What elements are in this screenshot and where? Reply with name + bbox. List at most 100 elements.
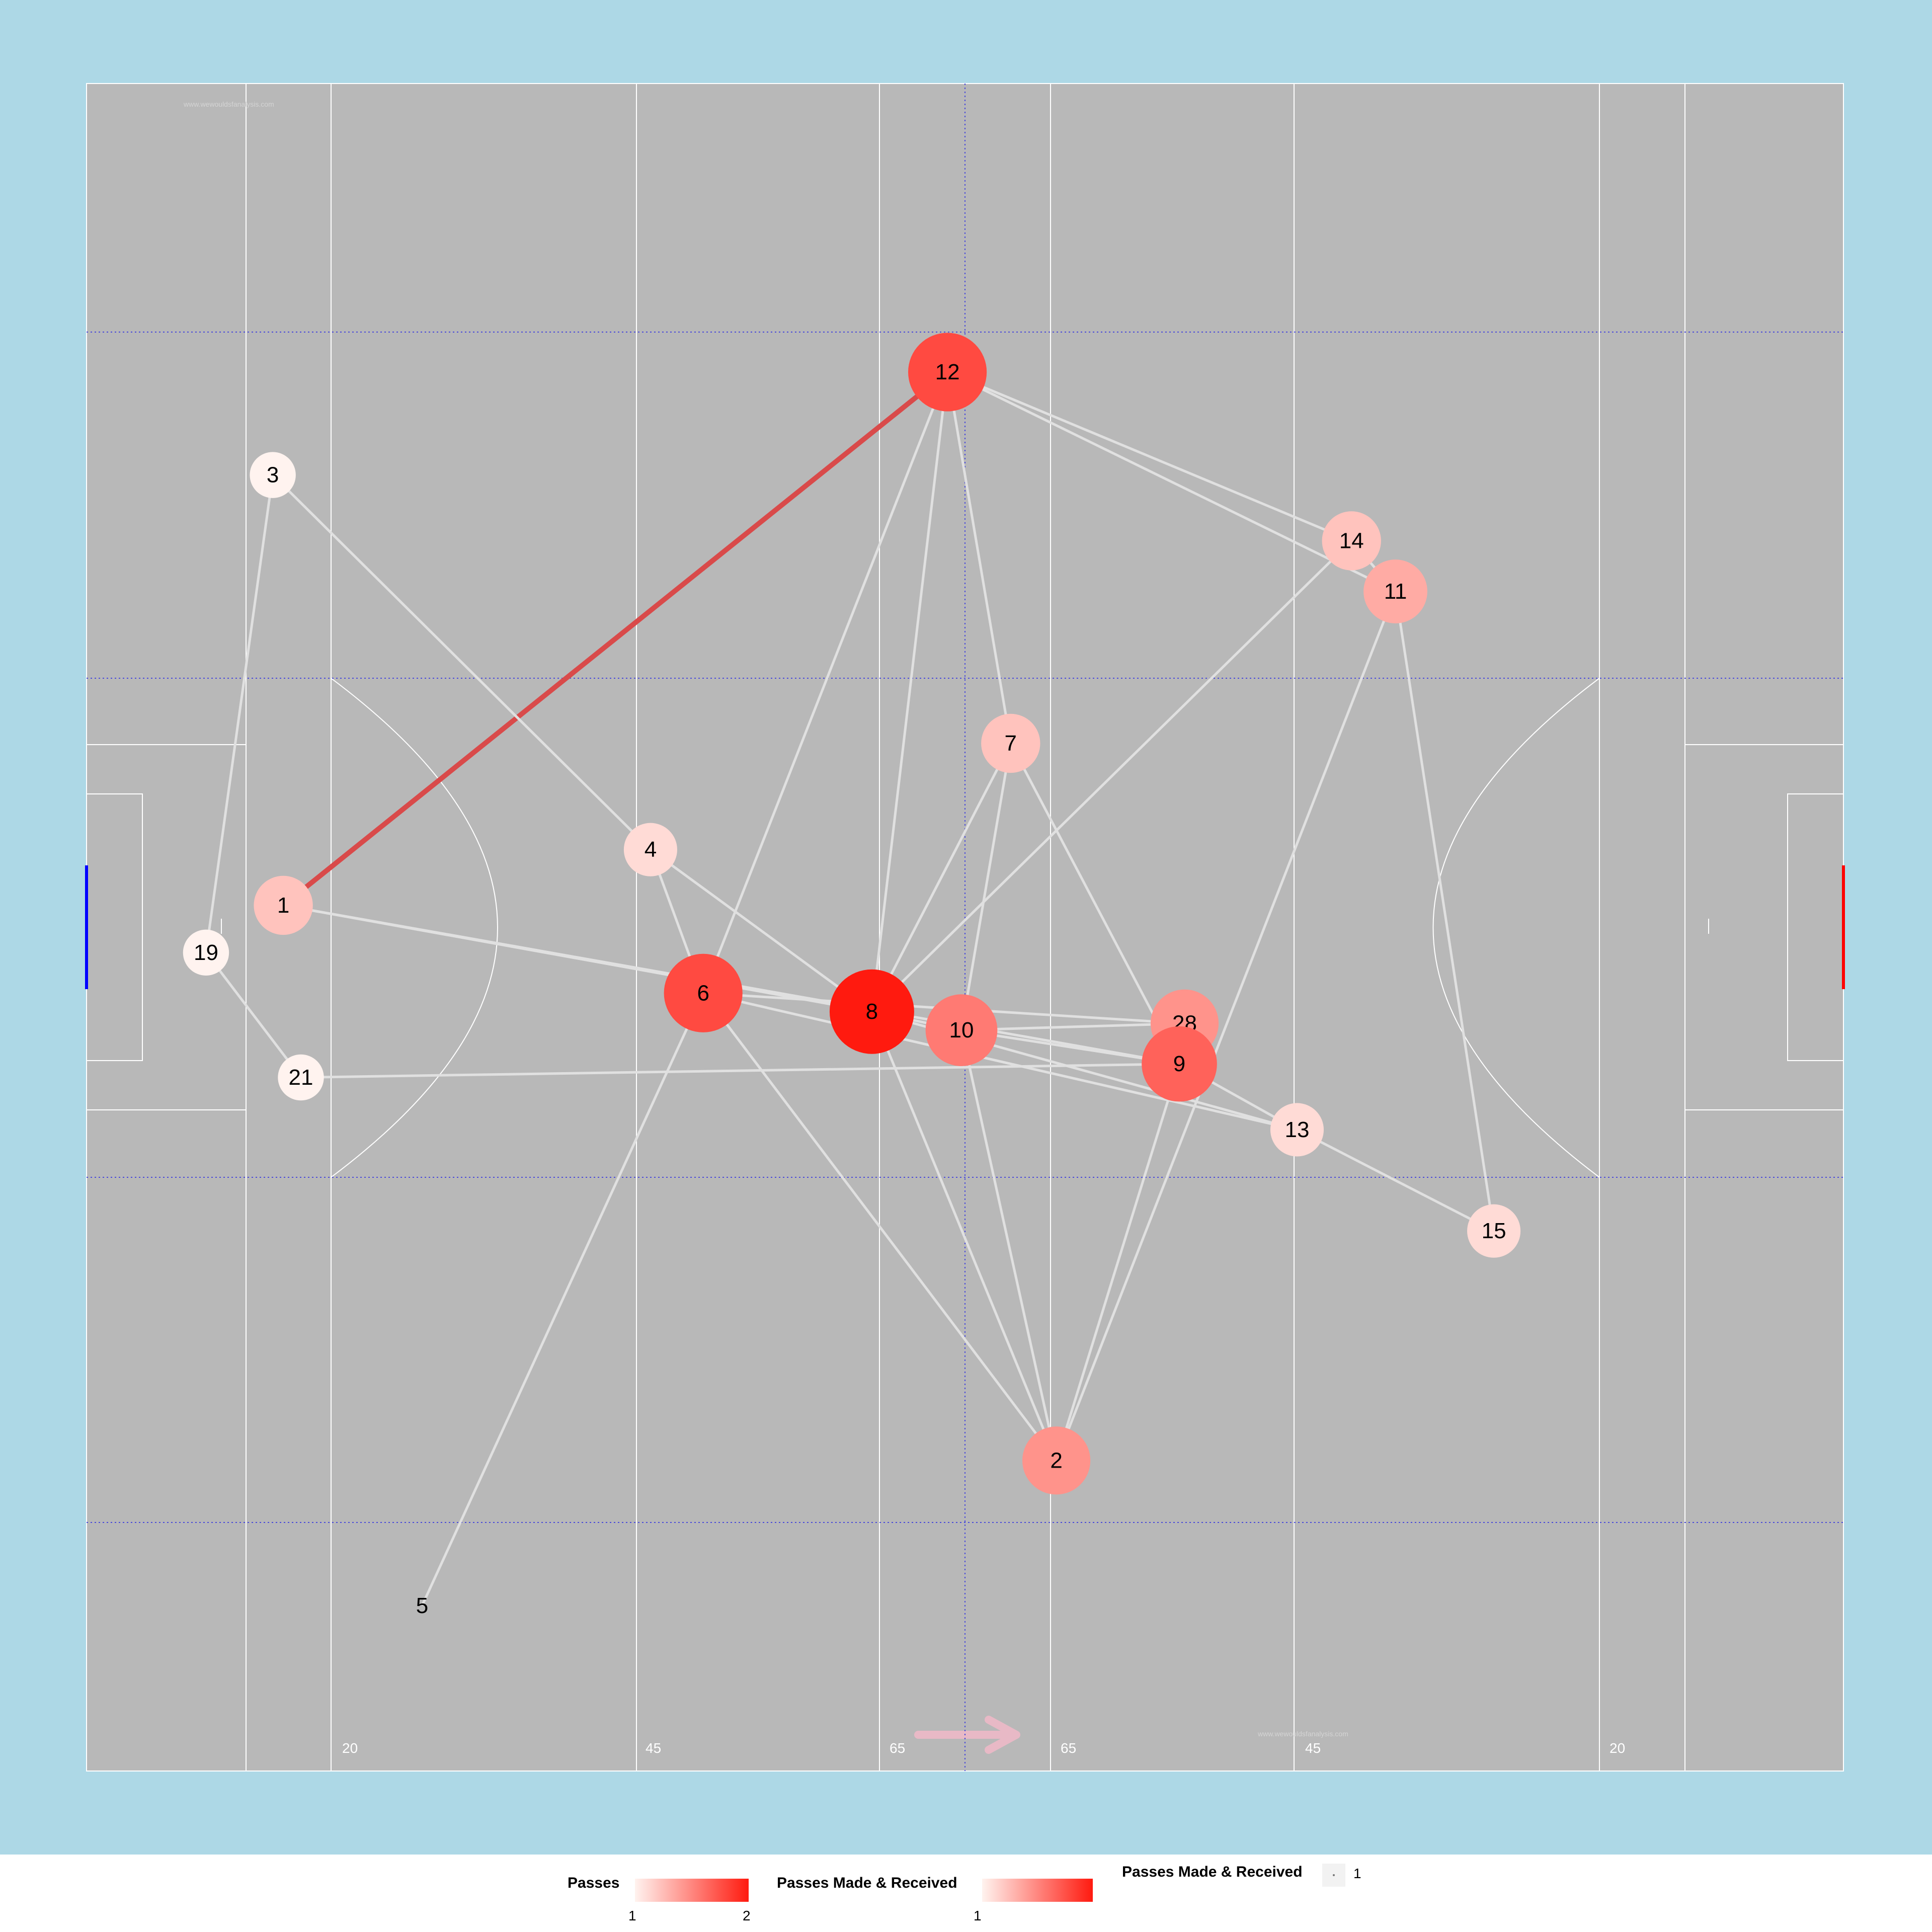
pass-edge-21-9 xyxy=(300,1063,1180,1079)
distance-mark-r20: 20 xyxy=(1609,1740,1625,1756)
pass-edge-10-2 xyxy=(960,1030,1058,1461)
legend-size-dot xyxy=(1333,1874,1335,1876)
player-node-label: 14 xyxy=(1339,528,1364,553)
pass-edges xyxy=(204,370,1495,1606)
player-node-circle xyxy=(623,823,677,876)
player-node-label: 10 xyxy=(949,1018,974,1042)
watermark-top: www.wewouldsfanalysis.com xyxy=(183,100,274,108)
player-node-circle xyxy=(925,994,998,1066)
player-node-label: 3 xyxy=(267,463,279,488)
player-node-label: 9 xyxy=(1173,1052,1185,1076)
legend: Passes 1 2 Passes Made & Received 1 Pass… xyxy=(0,1855,1932,1932)
player-node-label: 2 xyxy=(1050,1448,1062,1473)
player-node-label: 5 xyxy=(416,1593,428,1618)
pass-edge-9-2 xyxy=(1055,1063,1181,1461)
player-node-label: 21 xyxy=(289,1065,313,1090)
player-node-6: 6 xyxy=(664,953,743,1032)
legend-passes-min: 1 xyxy=(628,1908,636,1923)
distance-mark-l45: 45 xyxy=(646,1740,661,1756)
pass-edge-3-4 xyxy=(272,474,652,851)
pass-network-chart: www.wewouldsfanalysis.com www.wewouldsfan… xyxy=(85,83,1845,1772)
legend-made-received-colorbar xyxy=(982,1879,1093,1902)
player-node-3: 3 xyxy=(250,452,296,498)
pass-edge-10-28 xyxy=(961,1022,1185,1032)
pass-edge-11-15 xyxy=(1394,591,1495,1232)
player-node-circle xyxy=(1363,559,1427,623)
left-arc xyxy=(331,678,498,1178)
player-node-14: 14 xyxy=(1322,511,1381,571)
player-node-5: 5 xyxy=(416,1593,428,1618)
left-large-box xyxy=(87,744,247,1110)
player-node-12: 12 xyxy=(908,333,987,412)
player-node-9: 9 xyxy=(1142,1026,1217,1102)
player-node-circle xyxy=(1142,1026,1217,1102)
pass-edge-12-14 xyxy=(947,371,1352,542)
legend-made-received-min: 1 xyxy=(974,1908,982,1923)
player-node-circle xyxy=(254,875,313,935)
legend-passes-colorbar xyxy=(635,1879,749,1902)
player-node-13: 13 xyxy=(1270,1103,1324,1157)
pass-edge-3-19 xyxy=(204,474,274,953)
plot-panel: www.wewouldsfanalysis.com www.wewouldsfan… xyxy=(0,0,1932,1855)
player-node-label: 7 xyxy=(1005,731,1017,756)
pass-edge-7-10 xyxy=(960,743,1012,1031)
right-large-box xyxy=(1684,744,1843,1110)
pass-edge-8-2 xyxy=(870,1011,1058,1461)
distance-mark-l20: 20 xyxy=(342,1740,358,1756)
player-node-label: 15 xyxy=(1482,1219,1506,1243)
legend-size-title: Passes Made & Received xyxy=(1122,1864,1303,1880)
player-node-15: 15 xyxy=(1467,1204,1521,1258)
distance-mark-r65: 65 xyxy=(1061,1740,1076,1756)
pass-edge-13-15 xyxy=(1296,1129,1495,1232)
player-node-label: 1 xyxy=(277,893,289,918)
pass-edge-11-2 xyxy=(1055,591,1397,1461)
player-node-21: 21 xyxy=(278,1054,324,1101)
pass-edge-12-11 xyxy=(946,371,1396,593)
player-node-label: 6 xyxy=(697,981,709,1005)
player-node-2: 2 xyxy=(1022,1426,1091,1495)
player-node-19: 19 xyxy=(183,929,229,976)
player-node-label: 11 xyxy=(1384,579,1407,604)
player-node-label: 19 xyxy=(194,940,218,965)
player-node-circle xyxy=(1270,1103,1324,1157)
pass-edge-4-8 xyxy=(650,848,873,1013)
legend-passes-max: 2 xyxy=(743,1908,751,1923)
pass-edge-12-7 xyxy=(946,372,1012,744)
pass-edge-19-21 xyxy=(205,951,302,1079)
left-small-box xyxy=(87,793,143,1061)
player-node-circle xyxy=(908,333,987,412)
watermark-bottom: www.wewouldsfanalysis.com xyxy=(1257,1730,1348,1738)
right-arc xyxy=(1432,678,1600,1178)
player-node-circle xyxy=(829,969,914,1054)
legend-size-key xyxy=(1322,1864,1345,1887)
legend-size-value: 1 xyxy=(1353,1866,1361,1881)
pass-edge-14-8 xyxy=(871,540,1352,1013)
legend-passes-title: Passes xyxy=(568,1875,620,1891)
guide-lines xyxy=(87,84,1843,1771)
pass-edge-7-9 xyxy=(1009,743,1181,1065)
player-node-circle xyxy=(250,452,296,498)
pass-edge-7-8 xyxy=(870,743,1012,1012)
right-small-box xyxy=(1787,793,1843,1061)
player-node-circle xyxy=(664,953,743,1032)
pass-edge-12-8 xyxy=(870,372,949,1012)
pass-edge-12-6 xyxy=(702,371,949,994)
player-node-label: 8 xyxy=(866,999,878,1024)
player-node-8: 8 xyxy=(829,969,914,1054)
player-node-1: 1 xyxy=(254,875,313,935)
player-node-label: 12 xyxy=(935,360,960,384)
player-node-circle xyxy=(1467,1204,1521,1258)
player-node-label: 4 xyxy=(645,837,657,862)
player-node-7: 7 xyxy=(981,713,1040,773)
player-node-circle xyxy=(278,1054,324,1101)
distance-marks: 20 45 65 65 45 20 xyxy=(342,1740,1625,1756)
pass-edge-1-12 xyxy=(281,370,949,908)
distance-mark-l65: 65 xyxy=(890,1740,905,1756)
player-node-circle xyxy=(183,929,229,976)
player-node-4: 4 xyxy=(623,823,677,876)
player-node-11: 11 xyxy=(1363,559,1427,623)
distance-mark-r45: 45 xyxy=(1305,1740,1321,1756)
player-node-circle xyxy=(1022,1426,1091,1495)
direction-arrow-icon xyxy=(914,1716,1020,1754)
